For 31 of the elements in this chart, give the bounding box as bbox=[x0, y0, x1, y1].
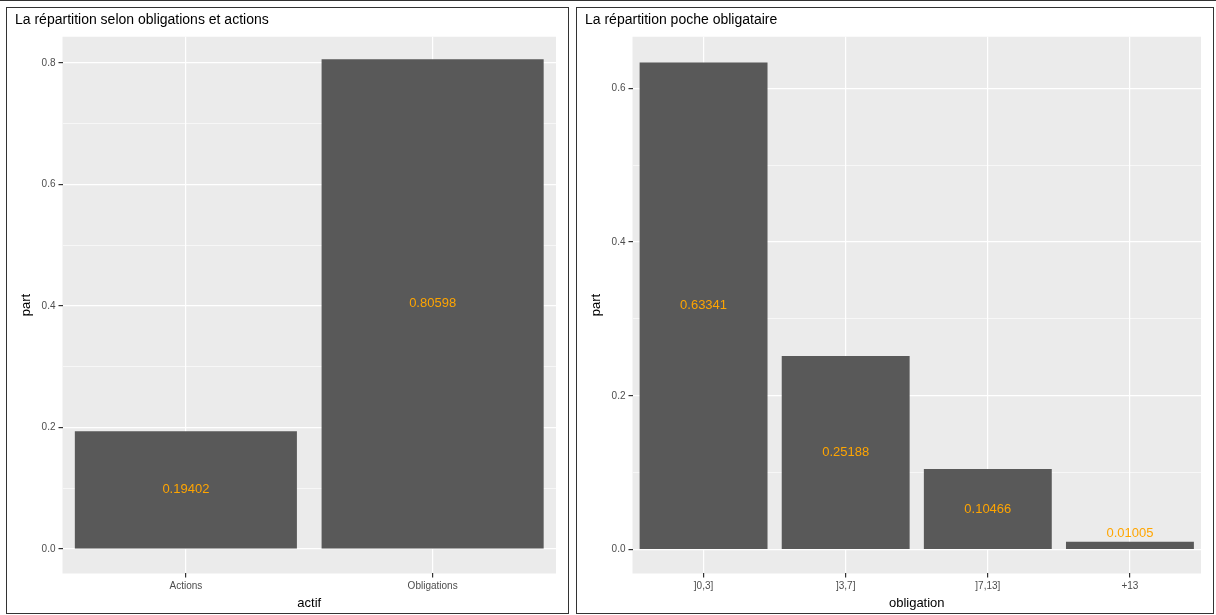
x-tick-label: ]0,3] bbox=[693, 580, 714, 592]
y-axis-title: part bbox=[18, 293, 34, 317]
y-tick-label: 0.2 bbox=[611, 389, 626, 401]
data-label: 0.19402 bbox=[162, 481, 210, 497]
data-label: 0.25188 bbox=[822, 444, 870, 460]
y-tick-label: 0.0 bbox=[611, 543, 626, 555]
chart-title: La répartition poche obligataire bbox=[585, 11, 778, 28]
data-label: 0.63341 bbox=[680, 297, 728, 313]
bar bbox=[639, 62, 768, 549]
y-tick-label: 0.0 bbox=[41, 542, 56, 554]
chart-title: La répartition selon obligations et actions bbox=[15, 11, 269, 28]
data-label: 0.80598 bbox=[409, 295, 457, 311]
data-label: 0.10466 bbox=[964, 500, 1012, 516]
bar bbox=[923, 469, 1052, 549]
y-tick-label: 0.4 bbox=[41, 299, 56, 311]
y-tick-label: 0.6 bbox=[611, 82, 626, 94]
x-tick-label: Obligations bbox=[407, 580, 458, 592]
x-tick-label: ]7,13] bbox=[975, 580, 1001, 592]
x-tick-label: +13 bbox=[1121, 580, 1139, 592]
x-axis-title: actif bbox=[297, 594, 322, 610]
y-tick-label: 0.6 bbox=[41, 178, 56, 190]
data-label: 0.01005 bbox=[1106, 525, 1154, 541]
y-tick-label: 0.4 bbox=[611, 235, 626, 247]
x-tick-label: Actions bbox=[169, 580, 203, 592]
y-tick-label: 0.2 bbox=[41, 421, 56, 433]
y-tick-label: 0.8 bbox=[41, 56, 56, 68]
bar bbox=[1065, 541, 1194, 549]
x-axis-title: obligation bbox=[888, 594, 945, 610]
x-tick-label: ]3,7] bbox=[835, 580, 856, 592]
y-axis-title: part bbox=[588, 293, 604, 317]
bar bbox=[781, 355, 910, 549]
